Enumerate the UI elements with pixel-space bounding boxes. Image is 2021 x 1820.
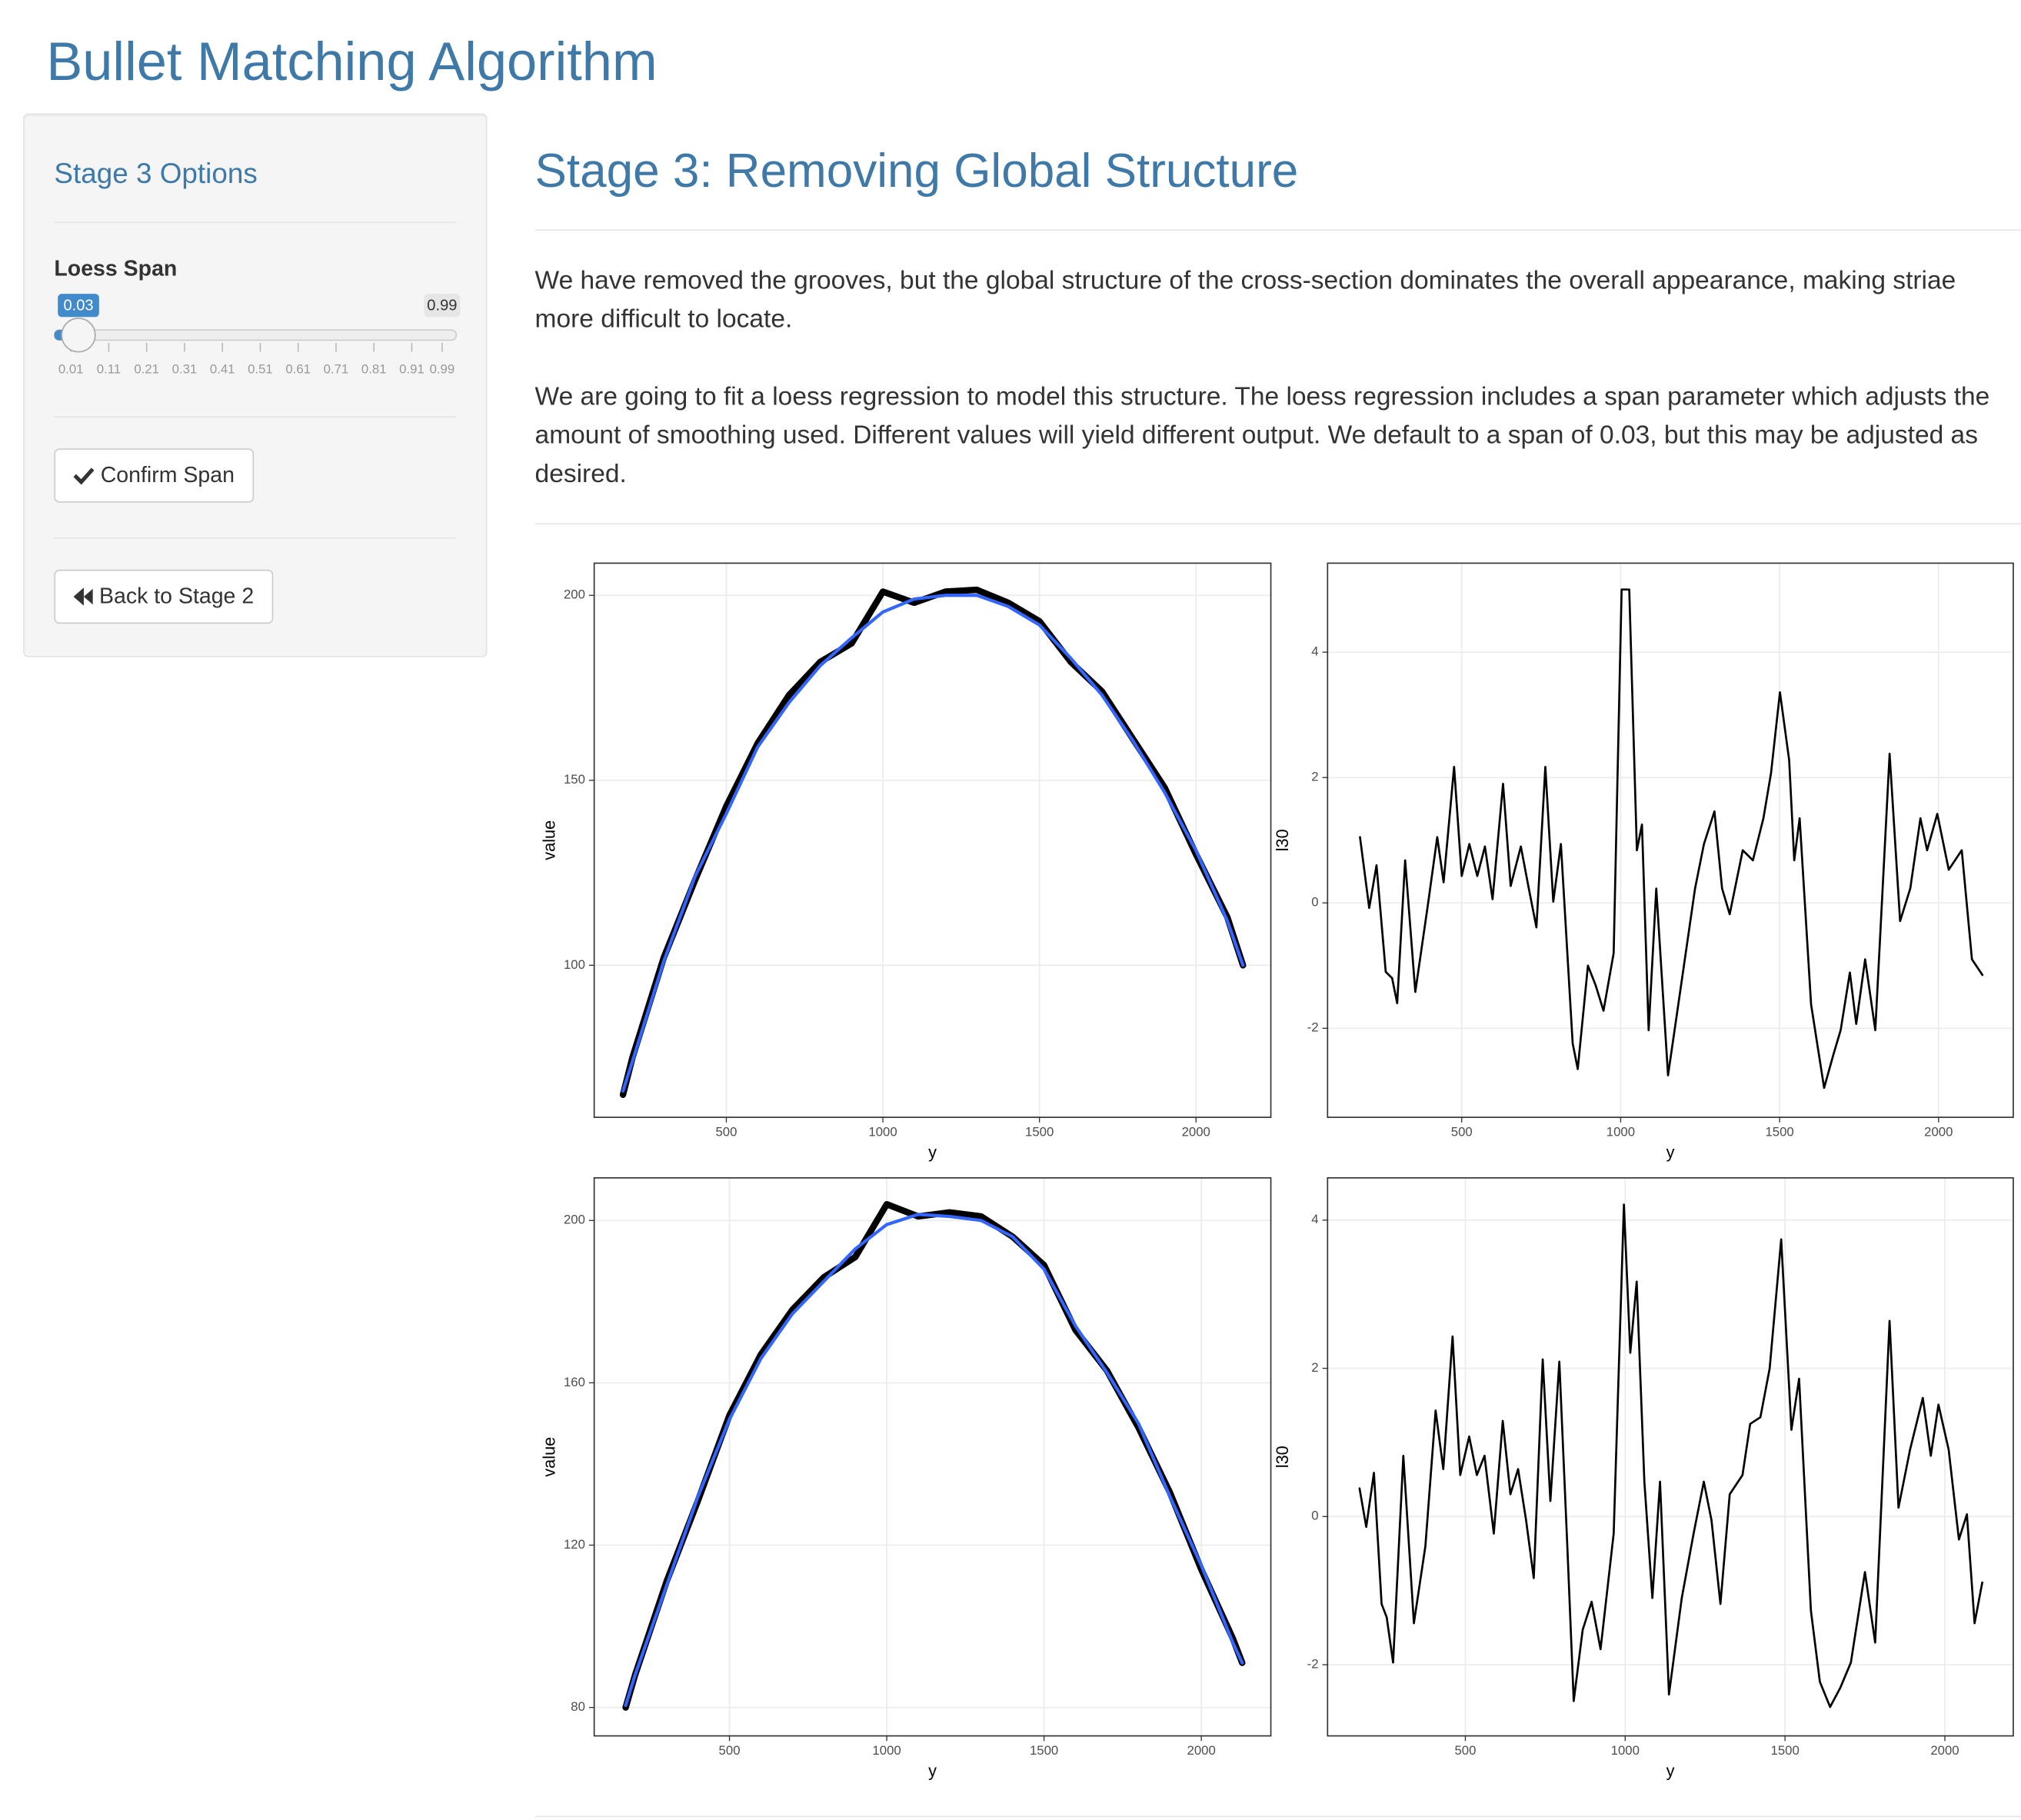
span-slider[interactable]: 0.01 0.11 0.21 0.31 0.41 0.51 0.61 0.71 0.81 0.91… [54, 286, 464, 384]
y-tick-label: 160 [564, 1375, 585, 1389]
max-badge-label: 0.99 [427, 297, 457, 314]
slider-tick-label: 0.41 [210, 361, 235, 376]
divider [54, 221, 457, 223]
slider-tick-label: 0.61 [285, 361, 311, 376]
value-badge [58, 294, 99, 318]
y-tick-label: -2 [1307, 1656, 1319, 1671]
slider-tick-label: 0.21 [134, 361, 159, 376]
x-tick-label: 1000 [872, 1743, 901, 1758]
paragraph: We are going to fit a loess regression t… [534, 382, 1990, 489]
data-line [621, 594, 1245, 1093]
x-axis-label: y [1666, 1761, 1675, 1780]
y-tick-label: 150 [564, 772, 585, 787]
data-line [624, 1213, 1244, 1708]
divider [54, 537, 457, 539]
divider [54, 416, 457, 418]
x-tick-label: 1000 [868, 1125, 897, 1140]
data-line [1358, 1203, 1983, 1709]
y-tick-label: 4 [1311, 644, 1318, 659]
x-tick-label: 2000 [1182, 1125, 1210, 1140]
plot-frame [1327, 1177, 2014, 1737]
x-tick-label: 500 [715, 1125, 737, 1140]
slider-tick-label: 0.71 [324, 361, 349, 376]
slider-tick-label: 0.51 [248, 361, 273, 376]
back-icon [73, 587, 93, 606]
plot-frame [593, 1177, 1272, 1737]
x-tick-label: 1500 [1030, 1743, 1058, 1758]
y-tick-label: 80 [571, 1699, 585, 1714]
slider-track [54, 329, 458, 341]
slider-tick-label: 0.01 [58, 361, 84, 376]
slider-tick-label: 0.81 [361, 361, 387, 376]
divider [534, 1815, 2021, 1818]
y-tick-label: 2 [1311, 1360, 1318, 1375]
data-line [1359, 588, 1984, 1090]
x-axis-label: y [928, 1143, 937, 1162]
max-badge [424, 294, 461, 318]
plot-background [1327, 563, 2013, 1118]
check-icon [73, 467, 95, 485]
y-tick-label: 0 [1311, 1509, 1318, 1523]
confirm-button[interactable]: Confirm Span [54, 448, 255, 503]
y-tick-label: -2 [1307, 1020, 1319, 1035]
divider [534, 523, 2021, 525]
slider-tick-label: 0.11 [97, 361, 121, 376]
x-tick-label: 500 [1454, 1743, 1476, 1758]
slider-tick-label: 0.31 [172, 361, 198, 376]
app-title: Bullet Matching Algorithm [46, 31, 658, 91]
slider-handle[interactable] [61, 318, 96, 353]
x-tick-label: 1500 [1765, 1125, 1793, 1140]
plot-frame [1327, 562, 2014, 1118]
y-axis-label: l30 [1273, 1446, 1292, 1468]
x-tick-label: 1000 [1611, 1743, 1640, 1758]
x-tick-label: 500 [719, 1743, 741, 1758]
y-axis-label: value [539, 820, 558, 860]
x-tick-label: 500 [1451, 1125, 1473, 1140]
slider-tick-label: 0.99 [430, 361, 455, 376]
y-tick-label: 100 [564, 957, 585, 972]
x-axis-label: y [928, 1761, 937, 1780]
sidebar-title: Stage 3 Options [54, 157, 258, 190]
plot-background [1327, 1177, 2013, 1736]
slider-tick-label: 0.91 [399, 361, 425, 376]
button-label: Confirm Span [100, 462, 235, 487]
x-tick-label: 1500 [1771, 1743, 1800, 1758]
x-tick-label: 1000 [1606, 1125, 1635, 1140]
y-axis-label: value [539, 1437, 558, 1477]
x-axis-label: y [1666, 1143, 1675, 1162]
x-tick-label: 1500 [1025, 1125, 1054, 1140]
x-tick-label: 2000 [1930, 1743, 1959, 1758]
y-tick-label: 120 [564, 1537, 585, 1552]
y-axis-label: l30 [1273, 829, 1292, 851]
value-badge-label: 0.03 [63, 297, 93, 314]
y-tick-label: 0 [1311, 895, 1318, 910]
button-label: Back to Stage 2 [99, 584, 255, 609]
sidebar-panel [23, 113, 488, 657]
y-tick-label: 200 [564, 587, 585, 602]
x-tick-label: 2000 [1187, 1743, 1216, 1758]
paragraph: We have removed the grooves, but the glo… [534, 266, 1956, 334]
x-tick-label: 2000 [1924, 1125, 1953, 1140]
divider [534, 229, 2021, 231]
slider-label: Loess Span [54, 256, 178, 281]
back-button[interactable]: Back to Stage 2 [54, 569, 274, 624]
y-tick-label: 4 [1311, 1212, 1318, 1226]
y-tick-label: 200 [564, 1213, 585, 1227]
plot-frame [593, 562, 1272, 1118]
y-tick-label: 2 [1311, 770, 1318, 784]
plot-background [594, 1177, 1271, 1736]
section-title: Stage 3: Removing Global Structure [534, 144, 1299, 198]
plot-background [594, 563, 1271, 1118]
